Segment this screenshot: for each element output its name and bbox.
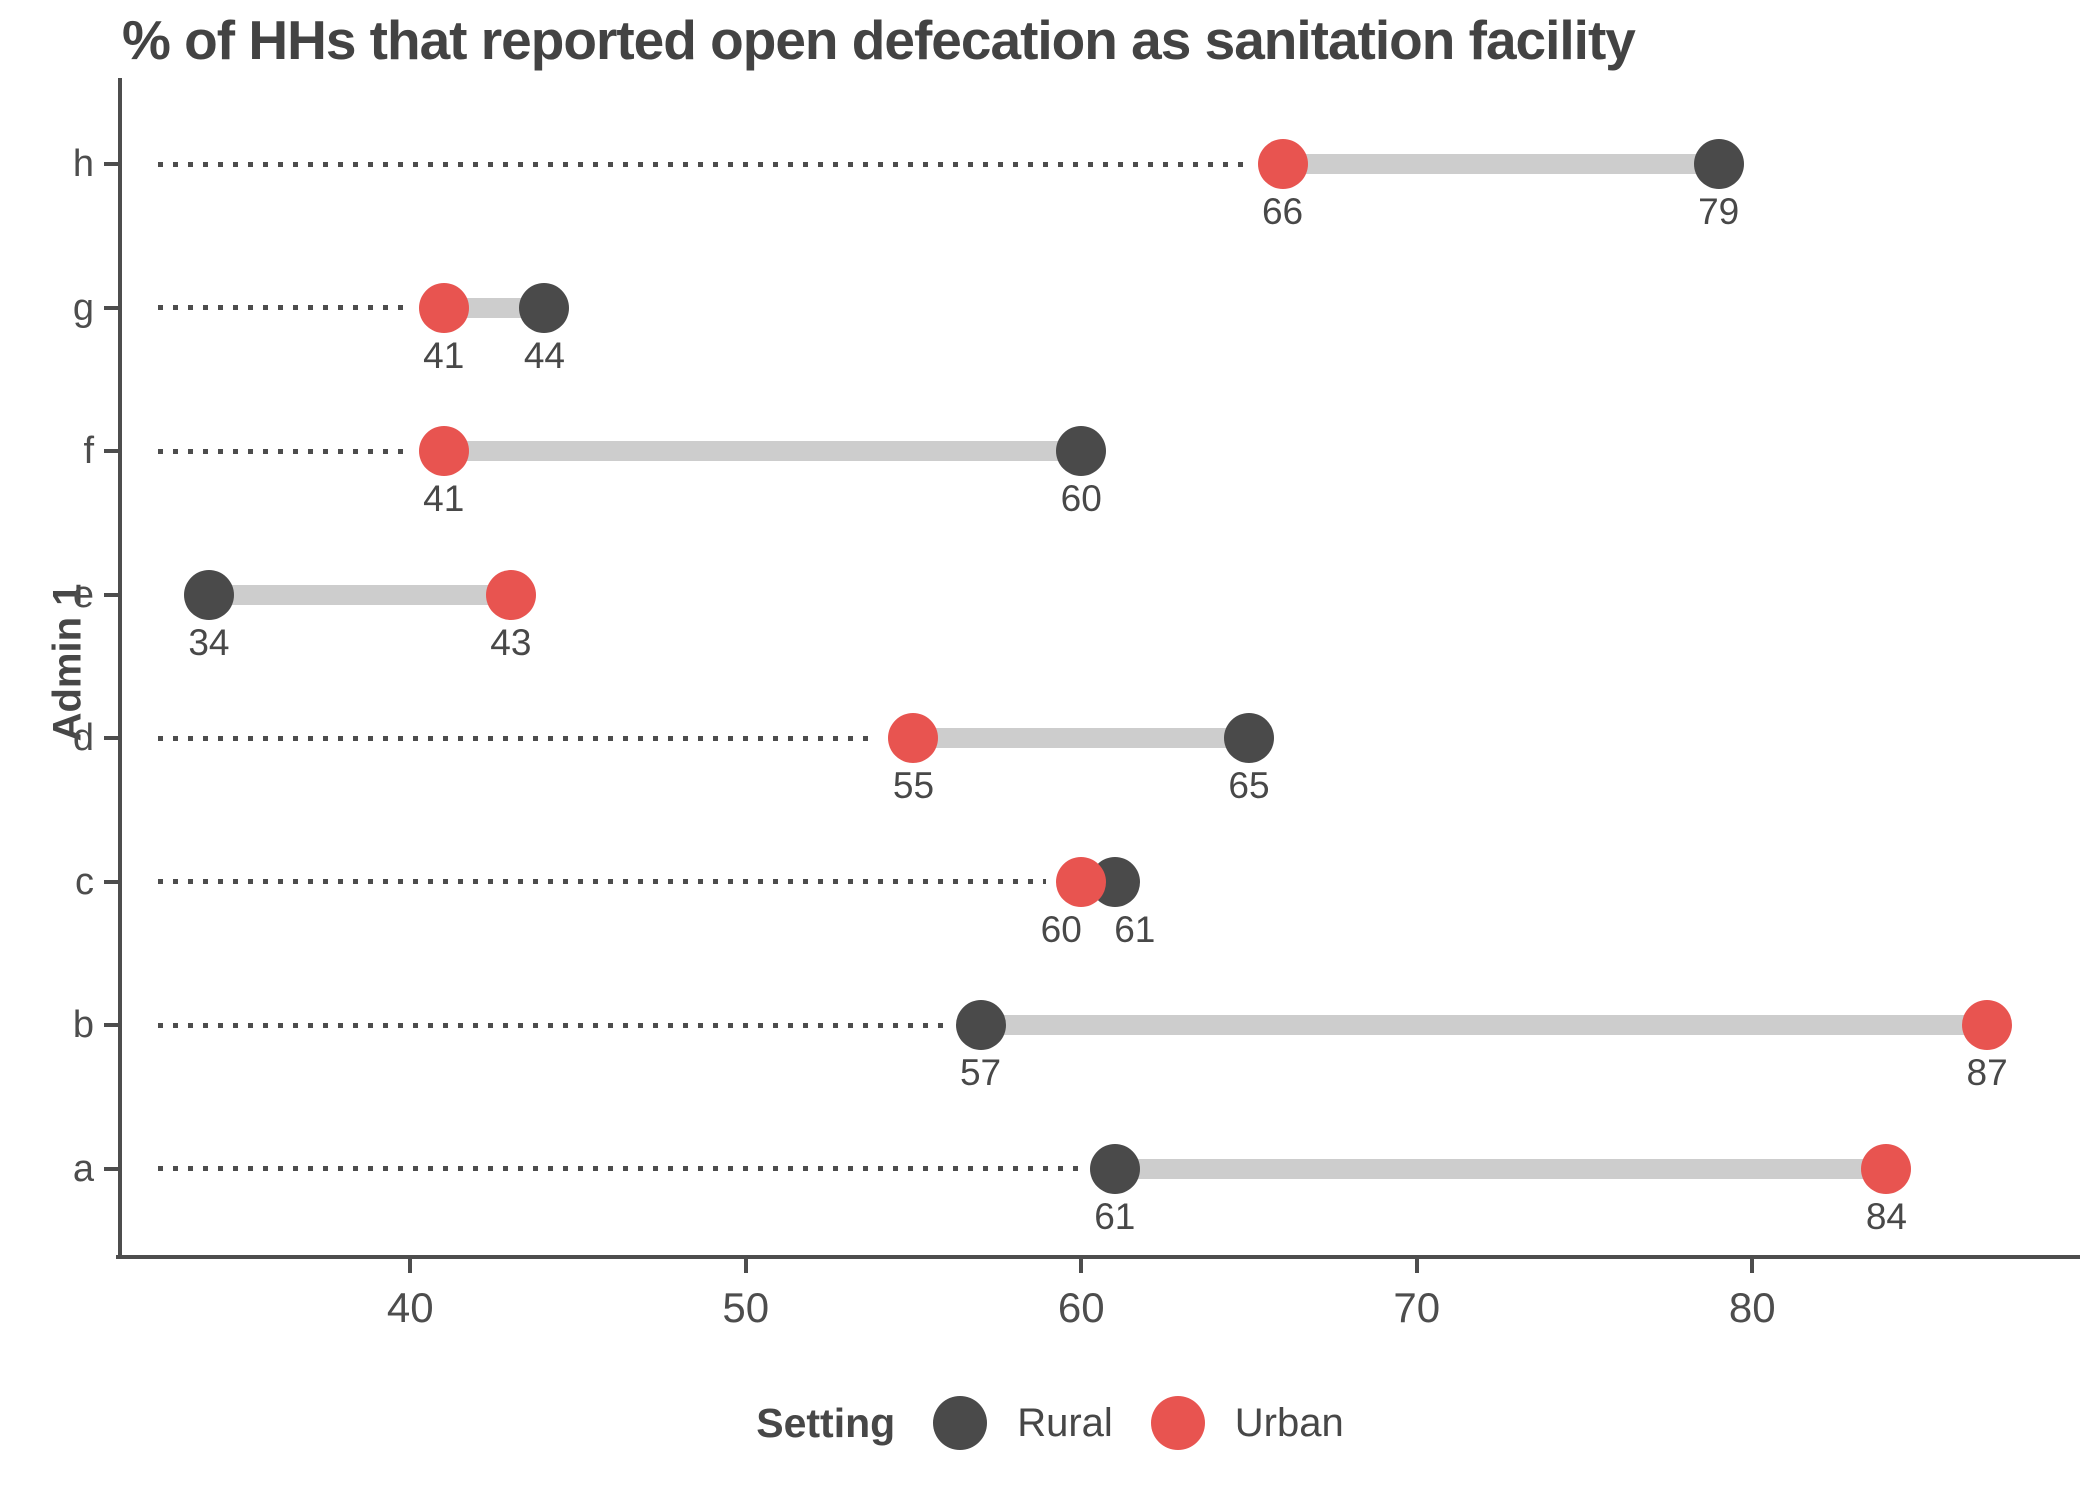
y-tick-label: b [72, 1004, 94, 1047]
dot-urban [1861, 1143, 1912, 1194]
value-label-urban: 55 [892, 765, 935, 807]
connector-bar [1282, 154, 1719, 175]
connector-bar [1114, 1158, 1887, 1179]
value-label-urban: 41 [423, 334, 465, 376]
dot-urban [1962, 1000, 2013, 1051]
y-tick [104, 879, 118, 884]
connector-bar [443, 441, 1082, 462]
dot-urban [1257, 139, 1308, 190]
dot-urban [485, 569, 536, 620]
leader-line [158, 1166, 1080, 1172]
x-tick [743, 1259, 748, 1273]
dot-urban [1056, 856, 1107, 907]
x-tick-label: 80 [1728, 1284, 1776, 1331]
dot-rural [1223, 713, 1274, 764]
y-tick-label: f [83, 430, 94, 473]
value-label-rural: 34 [188, 621, 230, 663]
dot-rural [1089, 1143, 1140, 1194]
dot-rural [955, 1000, 1006, 1051]
connector-bar [208, 584, 511, 605]
x-tick-label: 60 [1057, 1284, 1105, 1331]
value-label-rural: 79 [1698, 191, 1740, 233]
y-tick [104, 736, 118, 741]
x-tick-label: 70 [1393, 1284, 1441, 1331]
y-tick-label: g [72, 286, 94, 329]
y-tick [104, 1166, 118, 1171]
x-tick [1750, 1259, 1755, 1273]
x-tick [408, 1259, 413, 1273]
leader-line [158, 161, 1248, 167]
y-tick-label: e [72, 573, 94, 616]
value-label-rural: 61 [1114, 908, 1156, 950]
x-tick-label: 50 [722, 1284, 770, 1331]
leader-line [158, 1022, 946, 1028]
value-label-rural: 44 [523, 334, 565, 376]
value-label-urban: 66 [1261, 191, 1304, 233]
connector-bar [980, 1015, 1988, 1036]
y-tick-label: c [75, 860, 94, 903]
legend-swatch-urban [1150, 1396, 1205, 1450]
legend: Setting Rural Urban [0, 1396, 2100, 1450]
x-tick-label: 40 [386, 1284, 434, 1331]
connector-bar [913, 728, 1249, 749]
connector-bar [443, 297, 545, 318]
x-tick [1414, 1259, 1419, 1273]
x-tick [1079, 1259, 1084, 1273]
value-label-rural: 60 [1060, 478, 1102, 520]
value-label-urban: 41 [423, 478, 465, 520]
leader-line [158, 735, 879, 741]
value-label-rural: 57 [959, 1052, 1002, 1094]
legend-label: Urban [1234, 1400, 1344, 1445]
chart-title: % of HHs that reported open defecation a… [122, 9, 1636, 71]
value-label-urban: 84 [1865, 1195, 1908, 1237]
y-tick-label: d [72, 717, 94, 760]
dot-rural [519, 282, 570, 333]
y-tick [104, 162, 118, 167]
x-axis-line [116, 1255, 2080, 1259]
legend-title: Setting [756, 1399, 896, 1446]
y-tick-label: h [72, 143, 94, 186]
legend-label: Rural [1017, 1400, 1113, 1445]
value-label-rural: 61 [1094, 1195, 1136, 1237]
leader-line [158, 305, 409, 311]
leader-line [158, 448, 409, 454]
legend-swatch-rural [933, 1396, 988, 1450]
y-tick [104, 592, 118, 597]
value-label-urban: 60 [1040, 908, 1082, 950]
legend-item-rural: Rural [933, 1396, 1113, 1450]
leader-line [158, 879, 1047, 885]
dot-rural [1693, 139, 1744, 190]
dot-rural [1056, 426, 1107, 477]
y-tick [104, 1023, 118, 1028]
value-label-urban: 87 [1966, 1052, 2008, 1094]
value-label-urban: 43 [490, 621, 532, 663]
dot-urban [418, 282, 469, 333]
legend-item-urban: Urban [1150, 1396, 1344, 1450]
dot-rural [183, 569, 234, 620]
value-label-rural: 65 [1228, 765, 1270, 807]
y-tick [104, 305, 118, 310]
dot-urban [418, 426, 469, 477]
y-tick [104, 449, 118, 454]
y-axis-line [118, 78, 122, 1259]
dot-urban [888, 713, 939, 764]
y-tick-label: a [72, 1147, 94, 1190]
